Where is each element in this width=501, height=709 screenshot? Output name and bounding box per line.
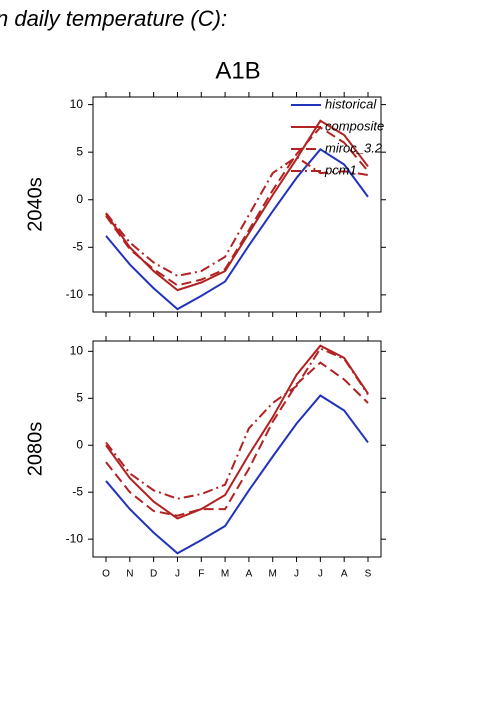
legend-label: composite <box>325 118 384 133</box>
legend-label: pcm1 <box>324 162 357 177</box>
y-axis-label: 2080s <box>24 422 46 477</box>
series-line <box>105 361 369 517</box>
plot-frame <box>92 96 382 313</box>
y-tick-label: 5 <box>76 144 83 158</box>
y-tick-label: -10 <box>66 531 84 545</box>
y-tick-label: -5 <box>72 239 83 253</box>
chart-title: n daily temperature (C): <box>0 6 227 31</box>
y-tick-label: -5 <box>72 484 83 498</box>
x-tick-label: N <box>126 569 133 580</box>
x-tick-label: J <box>318 569 323 580</box>
y-tick-label: 10 <box>70 344 84 358</box>
plot-frame <box>92 340 382 558</box>
x-tick-label: D <box>150 569 157 580</box>
chart-subtitle: A1B <box>215 57 260 84</box>
legend-label: historical <box>325 96 377 111</box>
series-line <box>105 347 369 500</box>
series-line <box>105 394 369 555</box>
y-tick-label: 10 <box>70 97 84 111</box>
series-line <box>105 155 369 277</box>
legend-label: miroc_3.2 <box>325 140 383 155</box>
x-tick-label: S <box>365 569 372 580</box>
y-axis-label: 2040s <box>24 177 46 232</box>
x-tick-label: F <box>198 569 204 580</box>
x-tick-label: M <box>221 569 229 580</box>
x-tick-label: A <box>341 569 348 580</box>
y-tick-label: 0 <box>76 437 83 451</box>
x-tick-label: M <box>269 569 277 580</box>
y-tick-label: -10 <box>66 287 84 301</box>
series-line <box>105 126 369 287</box>
y-tick-label: 5 <box>76 390 83 404</box>
x-tick-label: J <box>294 569 299 580</box>
x-tick-label: A <box>246 569 253 580</box>
series-line <box>105 344 369 520</box>
y-tick-label: 0 <box>76 192 83 206</box>
x-tick-label: O <box>102 569 110 580</box>
x-tick-label: J <box>175 569 180 580</box>
series-line <box>105 148 369 311</box>
